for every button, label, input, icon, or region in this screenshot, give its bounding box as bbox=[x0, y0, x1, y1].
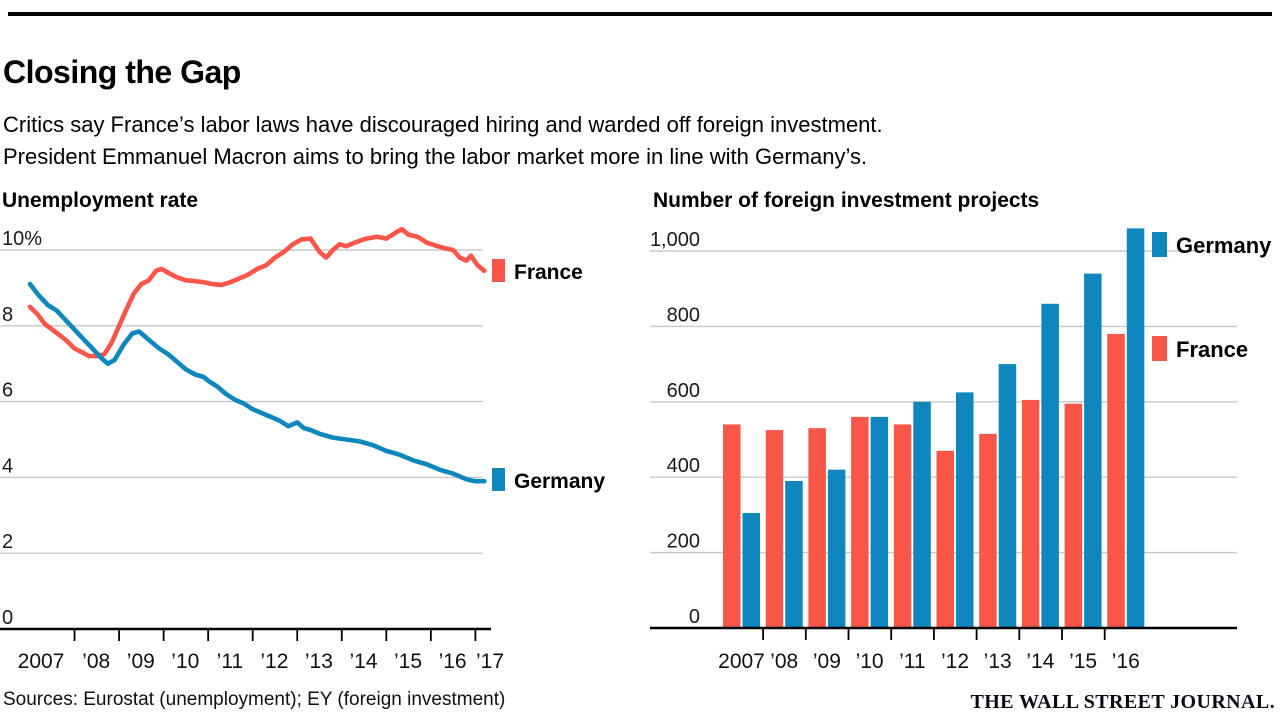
germany-swatch bbox=[492, 468, 505, 491]
bar-germany-’08 bbox=[785, 480, 803, 628]
y-tick-label-2: 2 bbox=[2, 531, 13, 553]
x-tick-label-7: ’14 bbox=[1026, 650, 1054, 673]
x-tick-label-0: 2007 bbox=[718, 650, 765, 673]
legend-label-germany: Germany bbox=[1176, 233, 1272, 258]
x-tick-label-1: ’08 bbox=[82, 650, 110, 673]
x-tick-label-8: ’15 bbox=[394, 650, 422, 673]
y-tick-label-0: 0 bbox=[2, 607, 13, 629]
sources-note: Sources: Eurostat (unemployment); EY (fo… bbox=[3, 689, 506, 710]
x-tick-label-5: ’12 bbox=[941, 650, 969, 673]
x-tick-label-2: ’09 bbox=[127, 650, 155, 673]
unemployment-line-chart: 0 2 4 6 8 10% 2007 ’08 ’09 ’10 ’11 ’12 ’13 ’14 ’15 ’16 ’… bbox=[0, 226, 504, 673]
legend-germany-line: Germany bbox=[492, 468, 605, 492]
x-tick-label-3: ’10 bbox=[171, 650, 199, 673]
investment-chart-title: Number of foreign investment projects bbox=[653, 189, 1040, 213]
germany-line bbox=[27, 281, 487, 484]
y-tick-label-400: 400 bbox=[667, 455, 700, 477]
page-title: Closing the Gap bbox=[3, 54, 241, 91]
legend-label-germany: Germany bbox=[514, 470, 606, 493]
y-tick-label-8: 8 bbox=[2, 304, 13, 326]
france-swatch bbox=[492, 259, 505, 282]
bar-germany-’09 bbox=[827, 469, 846, 628]
y-tick-label-1000: 1,000 bbox=[650, 229, 700, 251]
x-tick-label-0: 2007 bbox=[18, 650, 65, 673]
y-tick-label-200: 200 bbox=[667, 531, 700, 553]
bar-france-’11 bbox=[893, 424, 912, 628]
y-tick-label-4: 4 bbox=[2, 455, 13, 477]
legend-germany-bar: Germany bbox=[1152, 232, 1271, 257]
bar-germany-’14 bbox=[1041, 303, 1059, 628]
bar-germany-’16 bbox=[1126, 228, 1145, 628]
bar-france-’10 bbox=[851, 416, 869, 628]
unemployment-chart-title: Unemployment rate bbox=[2, 189, 199, 213]
x-tick-label-2: ’09 bbox=[813, 650, 841, 673]
legend-france-bar: France bbox=[1152, 336, 1248, 361]
legend-label-france: France bbox=[514, 261, 583, 284]
bar-france-’08 bbox=[765, 430, 784, 628]
subtitle-line-1: Critics say France’s labor laws have dis… bbox=[3, 112, 883, 137]
y-tick-label-0: 0 bbox=[689, 606, 700, 628]
x-tick-label-8: ’15 bbox=[1069, 650, 1097, 673]
bar-germany-’12 bbox=[956, 392, 974, 628]
x-tick-label-9: ’16 bbox=[439, 650, 467, 673]
x-tick-label-3: ’10 bbox=[856, 650, 884, 673]
bar-germany-’10 bbox=[870, 416, 889, 628]
bar-france-’12 bbox=[936, 450, 954, 628]
bar-france-’09 bbox=[808, 428, 826, 628]
legend-label-france: France bbox=[1176, 337, 1249, 362]
x-tick-label-1: ’08 bbox=[770, 650, 798, 673]
bar-france-’16 bbox=[1107, 333, 1125, 628]
x-tick-label-6: ’13 bbox=[984, 650, 1012, 673]
subtitle-line-2: President Emmanuel Macron aims to bring … bbox=[3, 144, 868, 169]
x-tick-label-10: ’17 bbox=[476, 650, 504, 673]
wsj-brand: THE WALL STREET JOURNAL. bbox=[970, 691, 1275, 713]
bar-france-’13 bbox=[979, 433, 997, 628]
x-tick-label-5: ’12 bbox=[260, 650, 288, 673]
x-tick-label-4: ’11 bbox=[899, 650, 925, 673]
x-tick-label-7: ’14 bbox=[349, 650, 377, 673]
bar-france-2007 bbox=[723, 424, 741, 628]
top-rule bbox=[8, 12, 1272, 16]
x-tick-label-6: ’13 bbox=[305, 650, 333, 673]
investment-bar-chart: 0 200 400 600 800 1,000 2007’08 ’09 ’10 ’11 ’12 ’13… bbox=[650, 228, 1237, 673]
legend-france-line: France bbox=[492, 259, 583, 283]
y-tick-label-800: 800 bbox=[667, 304, 700, 326]
x-tick-label-9: ’16 bbox=[1112, 650, 1140, 673]
france-swatch bbox=[1152, 336, 1167, 361]
y-tick-label-600: 600 bbox=[667, 380, 700, 402]
y-tick-label-10: 10% bbox=[2, 228, 42, 250]
bar-france-’14 bbox=[1021, 399, 1040, 628]
france-line bbox=[27, 226, 487, 359]
x-tick-label-4: ’11 bbox=[217, 650, 243, 673]
y-tick-label-6: 6 bbox=[2, 380, 13, 402]
bar-germany-2007 bbox=[742, 513, 760, 628]
bar-germany-’13 bbox=[998, 364, 1017, 628]
bar-germany-’15 bbox=[1084, 273, 1102, 628]
bar-france-’15 bbox=[1064, 403, 1083, 628]
bar-germany-’11 bbox=[913, 401, 931, 628]
germany-swatch bbox=[1152, 232, 1167, 257]
